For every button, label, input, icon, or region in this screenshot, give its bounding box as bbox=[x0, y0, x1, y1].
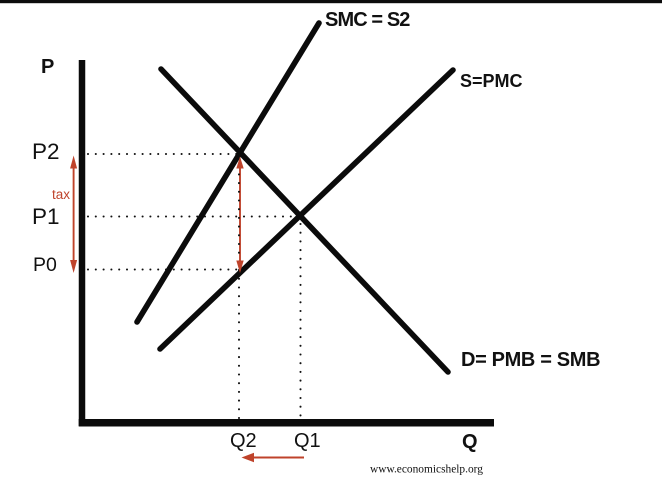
svg-text:P: P bbox=[41, 56, 54, 78]
svg-text:Q2: Q2 bbox=[230, 430, 257, 452]
svg-text:D= PMB = SMB: D= PMB = SMB bbox=[461, 349, 600, 371]
svg-text:P1: P1 bbox=[32, 204, 60, 229]
svg-text:P0: P0 bbox=[33, 254, 57, 276]
svg-text:SMC = S2: SMC = S2 bbox=[325, 9, 410, 31]
svg-text:tax: tax bbox=[52, 187, 70, 202]
svg-text:S=PMC: S=PMC bbox=[460, 71, 523, 91]
svg-text:P2: P2 bbox=[32, 139, 60, 164]
svg-text:Q: Q bbox=[462, 431, 478, 453]
svg-text:www.economicshelp.org: www.economicshelp.org bbox=[370, 464, 483, 476]
svg-text:Q1: Q1 bbox=[294, 430, 321, 452]
